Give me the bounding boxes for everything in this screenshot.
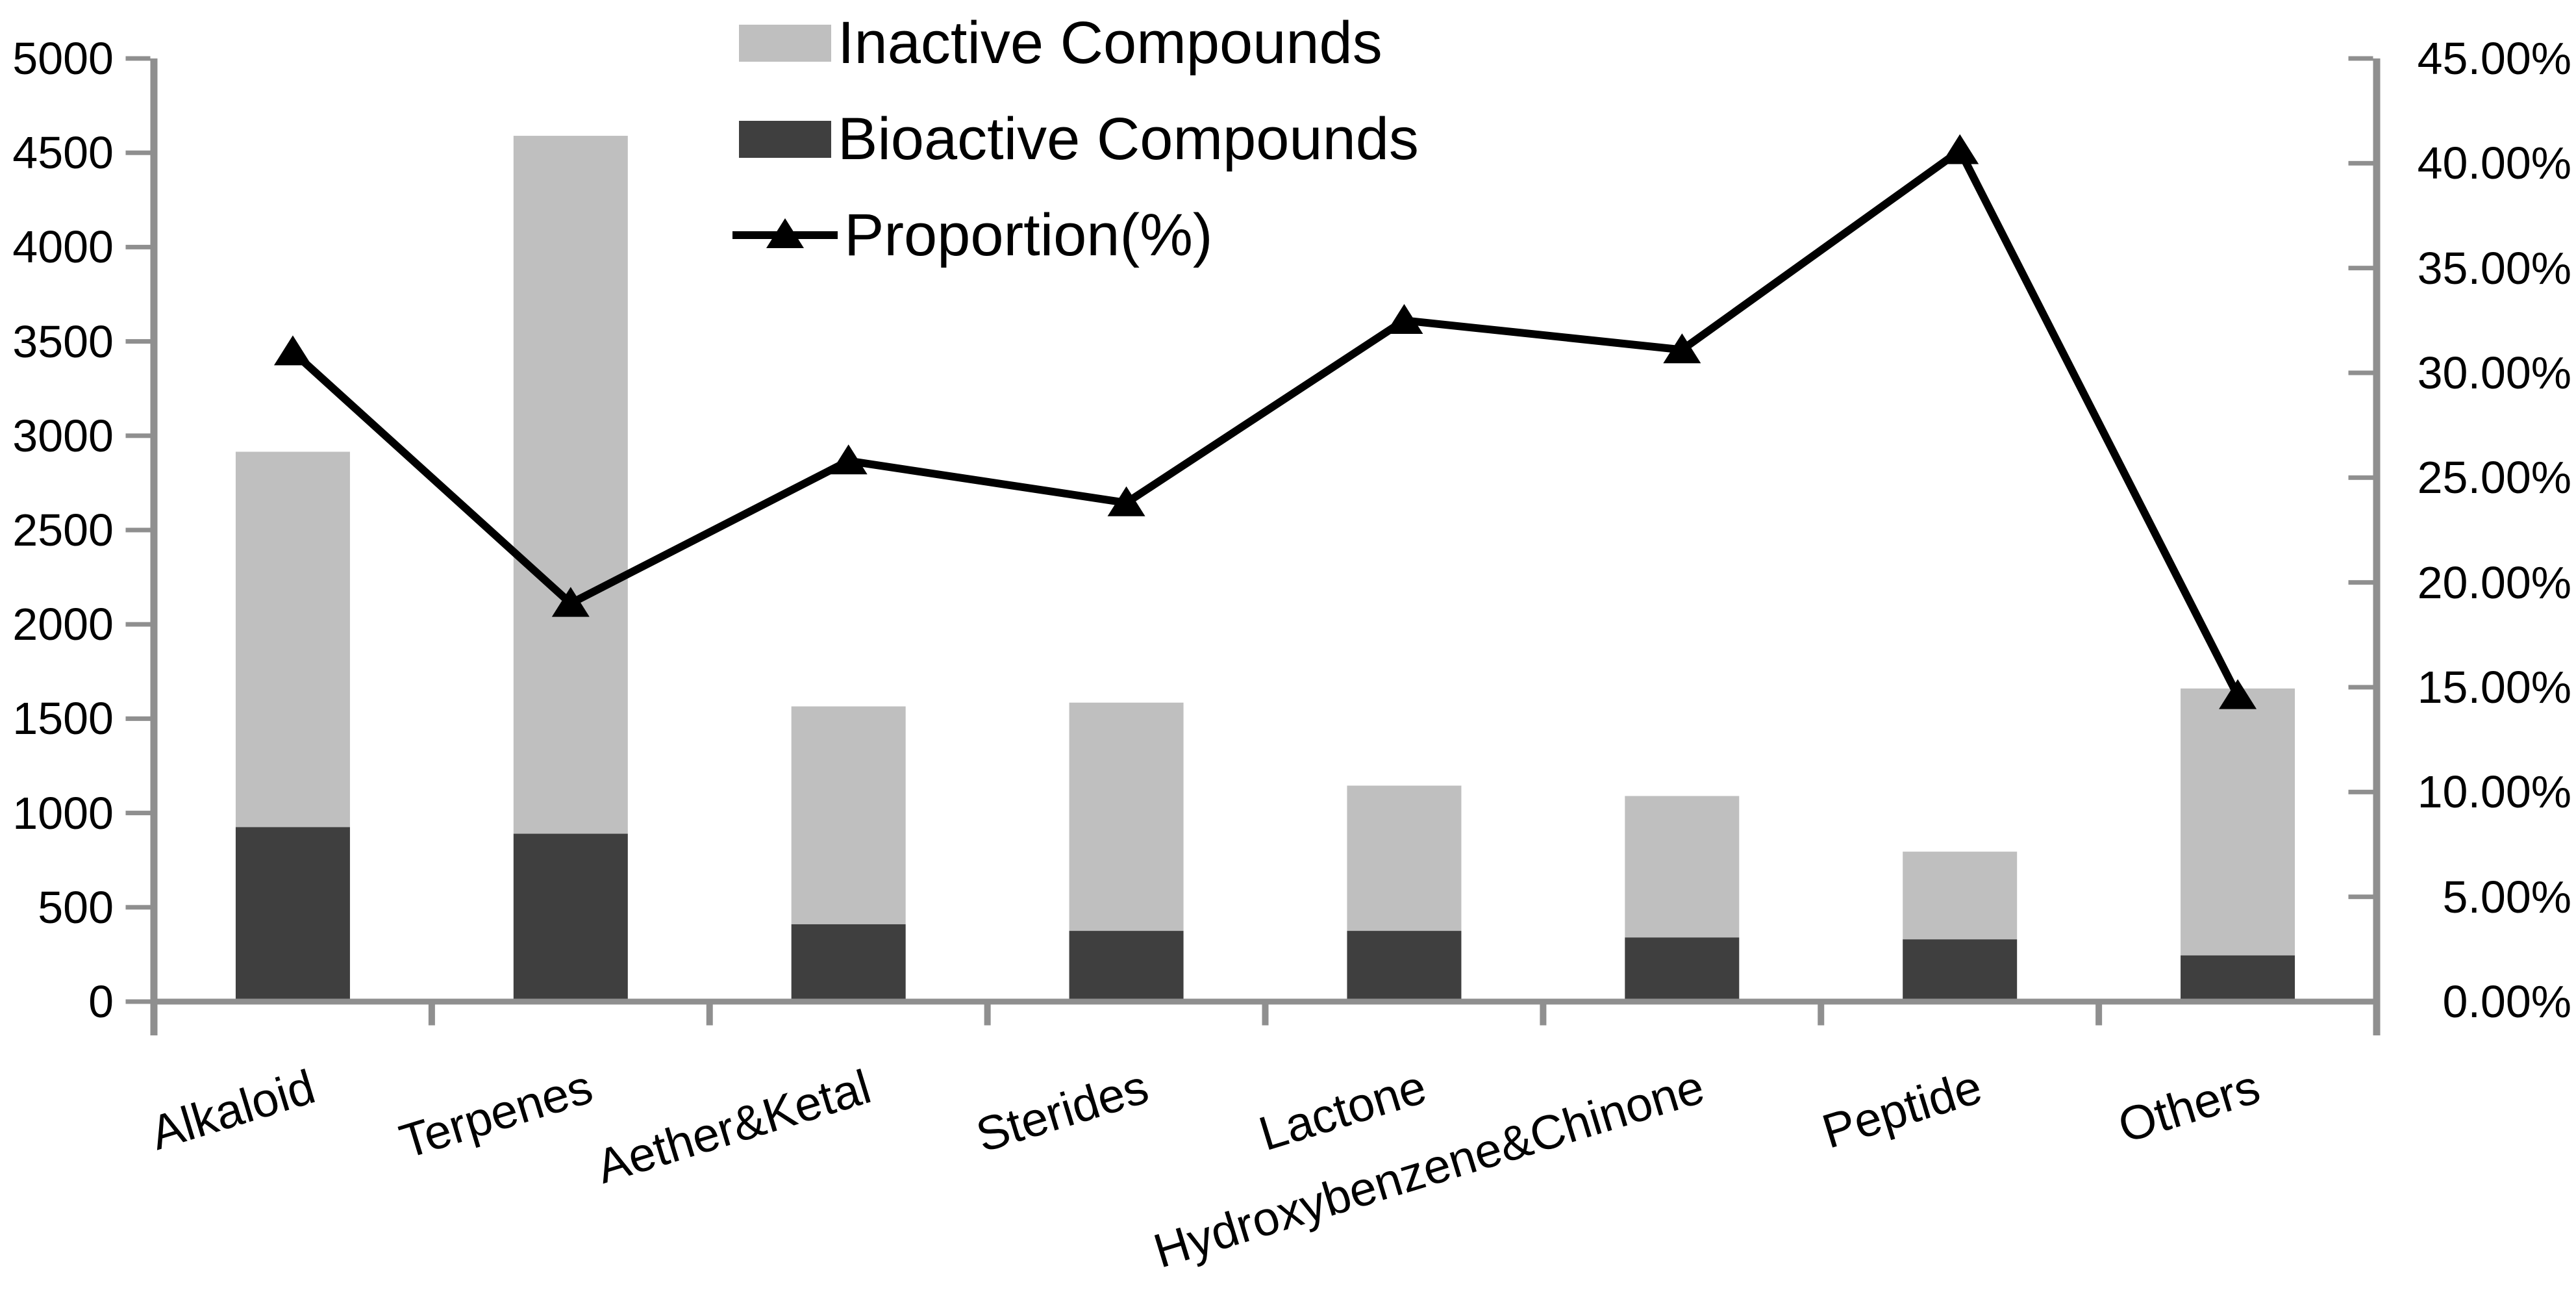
bar-segment-bioactive: [235, 827, 350, 1002]
bar-segment-bioactive: [2181, 955, 2295, 1002]
legend-item-proportion: Proportion(%): [732, 196, 1213, 274]
left-axis-tick-label: 3500: [12, 316, 114, 367]
right-axis-line: [2373, 58, 2381, 1035]
bioactive-swatch-icon: [739, 120, 831, 158]
category-boundary-tick: [1540, 1003, 1547, 1026]
x-axis-line: [150, 998, 2381, 1005]
proportion-marker-triangle-icon: [1663, 333, 1701, 364]
proportion-marker-triangle-icon: [2219, 679, 2257, 709]
right-axis-tick-label: 0.00%: [2442, 976, 2571, 1027]
category-boundary-tick: [984, 1003, 991, 1026]
proportion-marker-triangle-icon: [551, 587, 590, 617]
category-boundary-tick: [706, 1003, 713, 1026]
bar-segment-bioactive: [513, 833, 628, 1002]
legend-item-bioactive: Bioactive Compounds: [732, 100, 1419, 178]
left-axis-tick: [125, 527, 151, 533]
legend-label-inactive: Inactive Compounds: [838, 10, 1382, 76]
left-axis-tick-label: 0: [88, 976, 114, 1027]
left-axis-tick: [125, 244, 151, 249]
legend-item-inactive: Inactive Compounds: [732, 4, 1382, 82]
right-axis-tick: [2348, 999, 2373, 1004]
right-axis-tick-label: 20.00%: [2417, 557, 2571, 608]
left-axis-tick-label: 2500: [12, 505, 114, 555]
proportion-marker-triangle-icon: [829, 444, 868, 475]
proportion-marker-triangle-icon: [1385, 304, 1423, 335]
bar-segment-bioactive: [1903, 939, 2018, 1002]
left-axis-tick: [125, 339, 151, 344]
right-axis-tick-label: 45.00%: [2417, 33, 2571, 84]
left-axis-tick: [125, 150, 151, 155]
right-axis-tick-label: 15.00%: [2417, 662, 2571, 713]
left-axis-tick-label: 4500: [12, 127, 114, 179]
proportion-marker-triangle-icon: [1941, 134, 1979, 164]
right-axis-tick-label: 30.00%: [2417, 348, 2571, 398]
right-axis-tick: [2348, 266, 2373, 271]
left-axis-tick-label: 500: [38, 881, 114, 933]
left-axis-tick: [125, 905, 151, 910]
right-axis-tick-label: 5.00%: [2442, 871, 2571, 922]
right-axis-tick: [2348, 370, 2373, 375]
bar-segment-inactive: [1903, 852, 2018, 940]
bar-segment-inactive: [1069, 702, 1184, 931]
right-axis-tick: [2348, 56, 2373, 61]
bar-segment-bioactive: [1069, 931, 1184, 1002]
proportion-marker-triangle-icon: [273, 335, 312, 366]
bar-segment-inactive: [1625, 796, 1740, 938]
bar-segment-bioactive: [1625, 937, 1740, 1002]
left-axis-tick-label: 3000: [12, 410, 114, 461]
left-axis-line: [150, 58, 158, 1035]
left-axis-tick: [125, 622, 151, 627]
bar-segment-inactive: [513, 136, 628, 834]
right-axis-tick: [2348, 894, 2373, 900]
legend-label-proportion: Proportion(%): [844, 202, 1213, 268]
inactive-swatch-icon: [739, 24, 831, 62]
proportion-line: [290, 145, 2242, 698]
right-axis-tick: [2348, 580, 2373, 585]
right-axis-tick: [2348, 789, 2373, 794]
line-marker-icon: [732, 196, 838, 274]
left-axis-tick-label: 1000: [12, 787, 114, 839]
category-boundary-tick: [1818, 1003, 1825, 1026]
category-boundary-tick: [2095, 1003, 2103, 1026]
left-axis-tick: [125, 716, 151, 721]
right-axis-tick: [2348, 475, 2373, 480]
left-axis-tick: [125, 999, 151, 1004]
left-axis-tick-label: 2000: [12, 599, 114, 650]
triangle-marker-icon: [766, 218, 804, 248]
category-boundary-tick: [428, 1003, 435, 1026]
category-boundary-tick: [1262, 1003, 1269, 1026]
right-axis-tick-label: 10.00%: [2417, 766, 2571, 818]
right-axis-tick: [2348, 685, 2373, 690]
legend-label-bioactive: Bioactive Compounds: [838, 106, 1419, 172]
bar-segment-inactive: [1347, 785, 1462, 931]
right-axis-tick: [2348, 160, 2373, 166]
bar-segment-inactive: [235, 451, 350, 828]
bar-segment-inactive: [2181, 688, 2295, 955]
left-axis-tick-label: 4000: [12, 221, 114, 273]
right-axis-tick-label: 40.00%: [2417, 138, 2571, 189]
left-axis-tick: [125, 433, 151, 438]
left-axis-tick-label: 1500: [12, 693, 114, 744]
left-axis-tick: [125, 56, 151, 61]
bar-segment-inactive: [791, 706, 906, 924]
bar-segment-bioactive: [791, 924, 906, 1002]
left-axis-tick: [125, 811, 151, 816]
left-axis-tick-label: 5000: [12, 33, 114, 84]
legend: Inactive Compounds Bioactive Compounds P…: [732, 4, 1577, 309]
right-axis-tick-label: 35.00%: [2417, 242, 2571, 294]
bar-segment-bioactive: [1347, 931, 1462, 1002]
proportion-marker-triangle-icon: [1107, 486, 1145, 516]
right-axis-tick-label: 25.00%: [2417, 452, 2571, 503]
